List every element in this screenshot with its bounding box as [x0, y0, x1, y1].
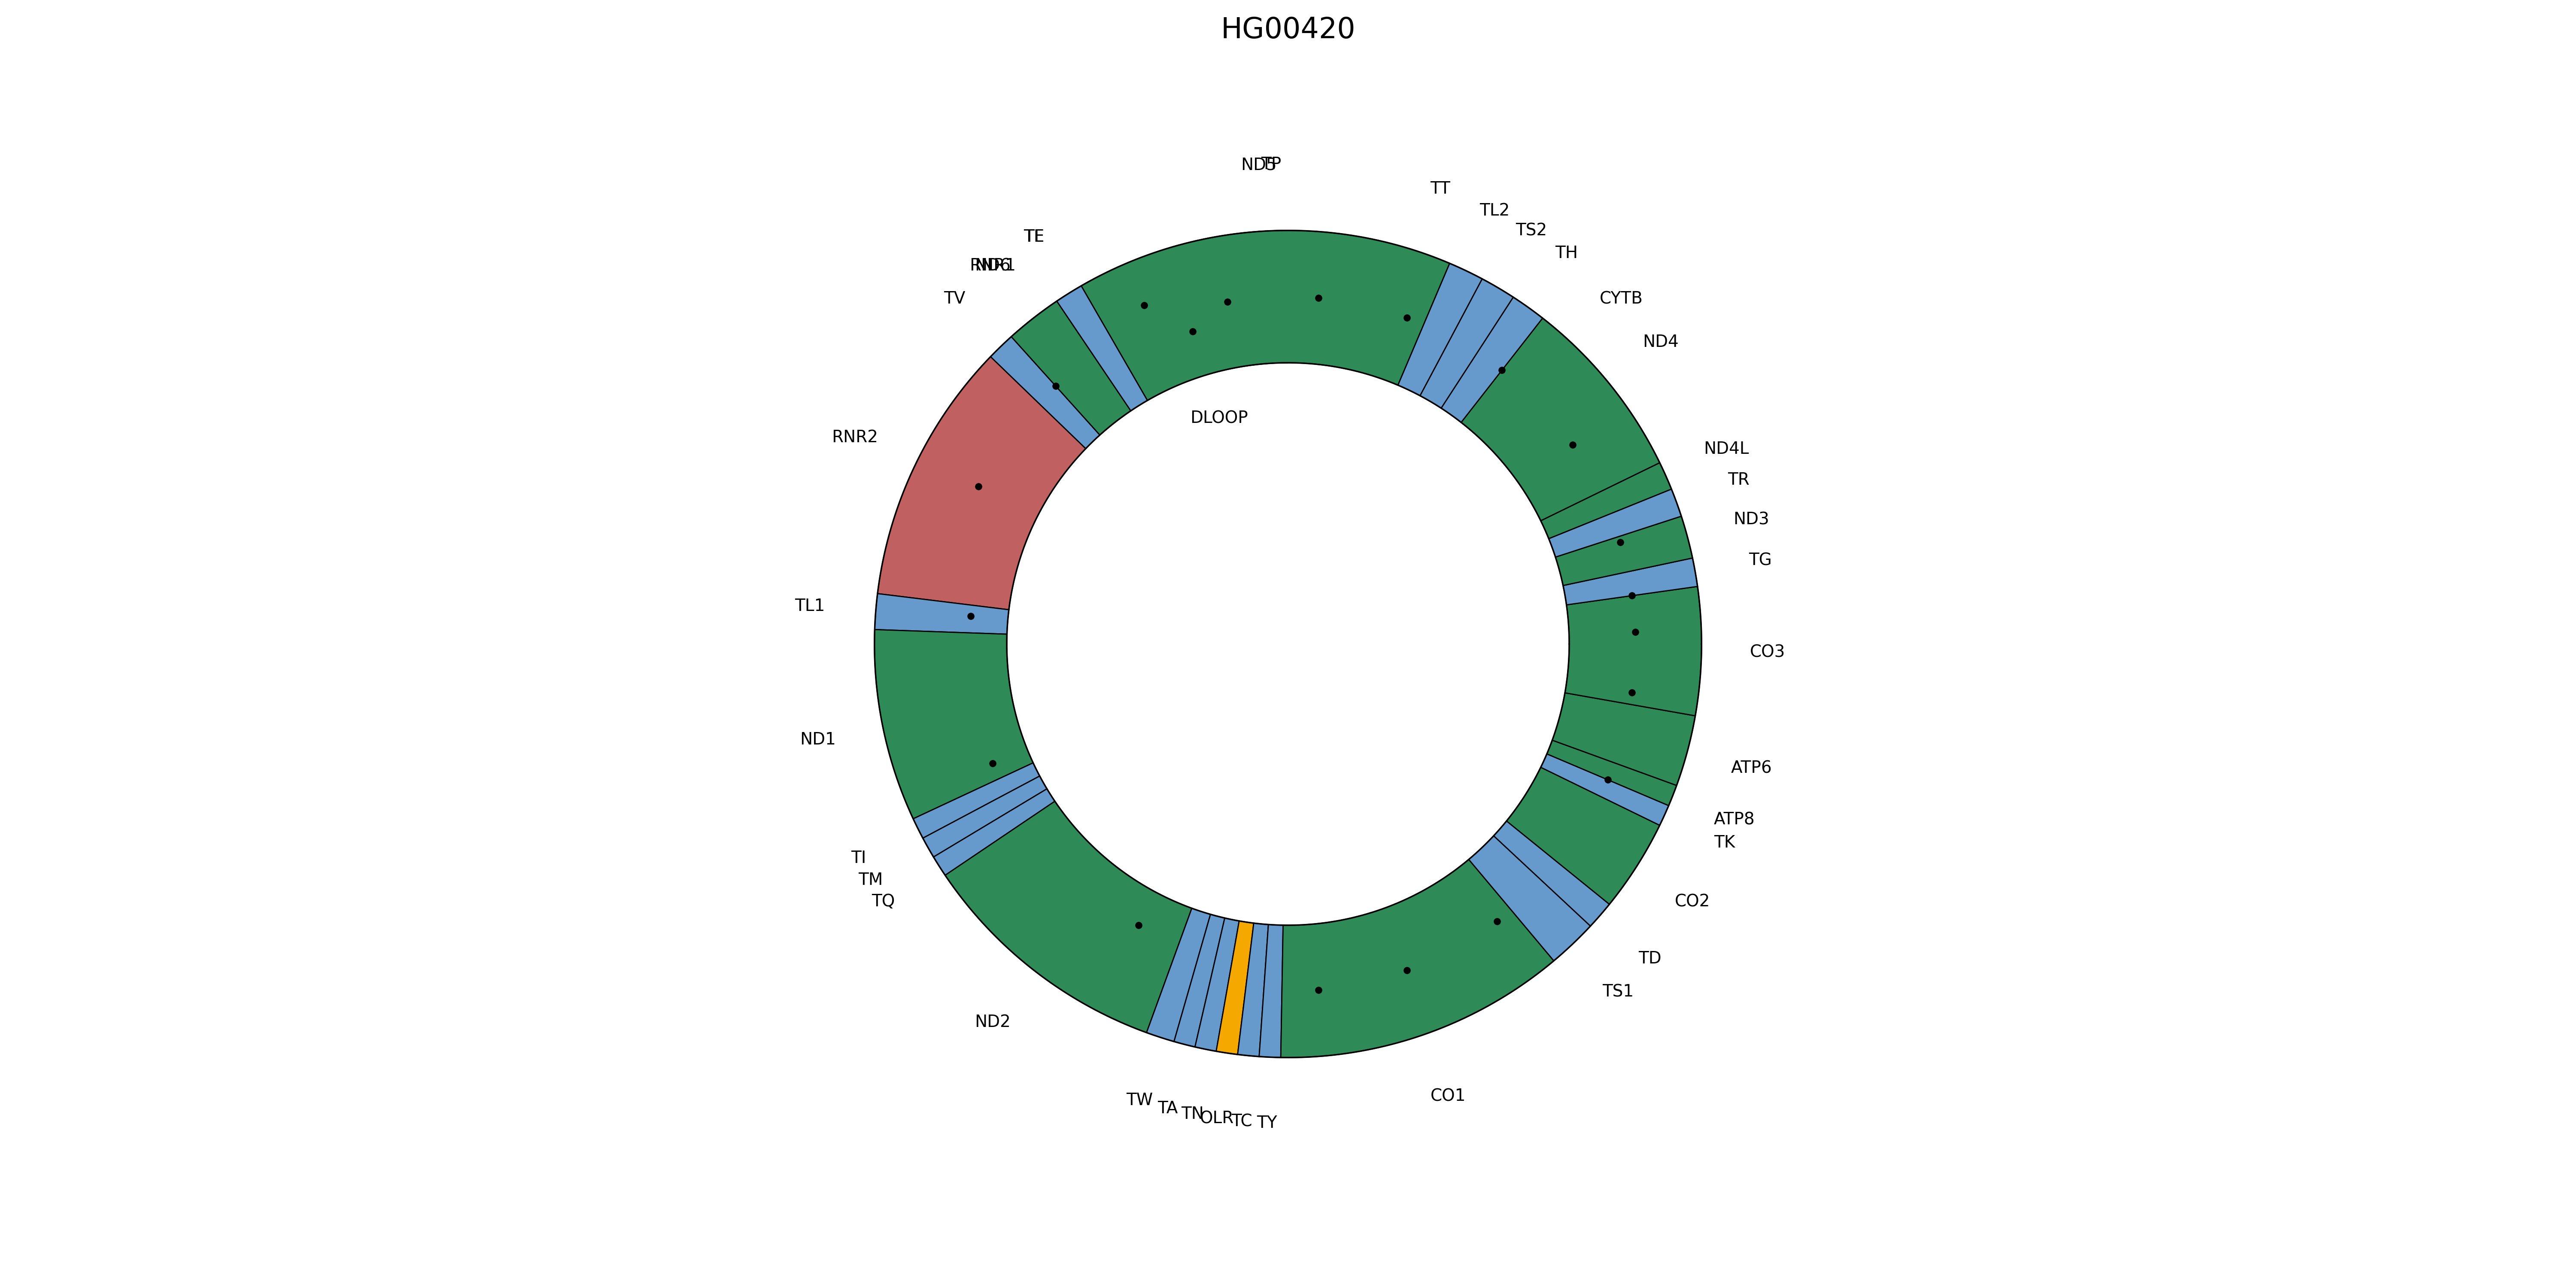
Text: TL2: TL2	[1479, 202, 1510, 219]
Text: HG00420: HG00420	[1221, 15, 1355, 44]
Wedge shape	[1507, 768, 1659, 904]
Text: TR: TR	[1728, 471, 1749, 488]
Wedge shape	[1494, 820, 1610, 926]
Wedge shape	[945, 801, 1193, 1033]
Text: TY: TY	[1257, 1115, 1278, 1131]
Wedge shape	[1082, 231, 1450, 401]
Text: TQ: TQ	[871, 894, 894, 909]
Text: TW: TW	[1126, 1092, 1154, 1109]
Text: TG: TG	[1749, 553, 1772, 569]
Text: TV: TV	[943, 291, 966, 307]
Text: TF: TF	[1023, 229, 1043, 245]
Wedge shape	[1012, 301, 1131, 435]
Text: TP: TP	[1262, 156, 1280, 173]
Wedge shape	[1546, 741, 1677, 805]
Text: ND5: ND5	[1242, 157, 1278, 174]
Text: TT: TT	[1430, 180, 1450, 197]
Wedge shape	[933, 788, 1054, 876]
Point	[1615, 622, 1656, 643]
Text: DLOOP: DLOOP	[1190, 411, 1247, 426]
Wedge shape	[1175, 914, 1224, 1047]
Point	[1172, 321, 1213, 341]
Wedge shape	[1260, 231, 1288, 363]
Text: ND1: ND1	[801, 732, 835, 748]
Text: TK: TK	[1713, 835, 1736, 851]
Wedge shape	[1540, 462, 1672, 538]
Text: TL1: TL1	[793, 598, 824, 614]
Wedge shape	[1419, 278, 1512, 408]
Point	[1587, 769, 1628, 790]
Wedge shape	[1370, 249, 1430, 380]
Text: TS2: TS2	[1515, 223, 1548, 238]
Point	[1123, 295, 1164, 316]
Wedge shape	[1383, 255, 1672, 538]
Text: TE: TE	[1023, 229, 1043, 245]
Point	[1600, 532, 1641, 553]
Wedge shape	[1440, 298, 1543, 422]
Wedge shape	[1195, 918, 1239, 1051]
Wedge shape	[1216, 921, 1255, 1055]
Wedge shape	[873, 630, 1033, 819]
Text: TD: TD	[1638, 951, 1662, 967]
Text: CO1: CO1	[1430, 1088, 1466, 1104]
Wedge shape	[1012, 301, 1131, 435]
Point	[1481, 359, 1522, 380]
Text: ND6: ND6	[974, 258, 1010, 274]
Text: ND3: ND3	[1734, 511, 1770, 528]
Text: TM: TM	[858, 872, 884, 889]
Wedge shape	[1056, 286, 1146, 411]
Wedge shape	[922, 777, 1046, 857]
Wedge shape	[878, 357, 1084, 609]
Wedge shape	[1082, 232, 1267, 401]
Wedge shape	[1564, 558, 1698, 605]
Point	[1298, 980, 1340, 1001]
Wedge shape	[1056, 286, 1146, 411]
Text: TS1: TS1	[1602, 984, 1633, 1001]
Text: ND2: ND2	[974, 1014, 1010, 1030]
Wedge shape	[1468, 836, 1589, 961]
Wedge shape	[1553, 693, 1695, 786]
Wedge shape	[992, 336, 1100, 448]
Point	[1036, 376, 1077, 397]
Point	[1386, 960, 1427, 980]
Point	[951, 605, 992, 626]
Text: OLR: OLR	[1200, 1110, 1234, 1127]
Point	[1386, 308, 1427, 328]
Wedge shape	[912, 762, 1041, 838]
Point	[1476, 911, 1517, 931]
Text: TA: TA	[1157, 1100, 1177, 1117]
Text: TH: TH	[1556, 245, 1579, 261]
Point	[1208, 291, 1249, 312]
Wedge shape	[1556, 516, 1692, 586]
Wedge shape	[1236, 923, 1267, 1056]
Point	[1613, 585, 1654, 605]
Text: RNR1: RNR1	[969, 258, 1015, 274]
Text: CO2: CO2	[1674, 894, 1710, 909]
Text: TC: TC	[1231, 1113, 1252, 1130]
Wedge shape	[1260, 925, 1283, 1057]
Wedge shape	[1399, 263, 1481, 395]
Text: ND4L: ND4L	[1703, 440, 1749, 457]
Wedge shape	[1540, 753, 1669, 826]
Point	[1613, 683, 1654, 703]
Wedge shape	[1548, 489, 1682, 558]
Text: RNR2: RNR2	[832, 429, 878, 446]
Point	[971, 753, 1012, 774]
Wedge shape	[876, 594, 1010, 634]
Wedge shape	[1461, 318, 1659, 520]
Text: CYTB: CYTB	[1600, 291, 1643, 307]
Text: ATP6: ATP6	[1731, 760, 1772, 777]
Text: ND4: ND4	[1643, 334, 1680, 350]
Text: ATP8: ATP8	[1713, 811, 1754, 828]
Wedge shape	[1280, 859, 1553, 1057]
Wedge shape	[1146, 908, 1211, 1042]
Point	[1118, 914, 1159, 935]
Text: TI: TI	[850, 850, 866, 867]
Point	[958, 477, 999, 497]
Wedge shape	[1566, 586, 1703, 716]
Text: CO3: CO3	[1749, 644, 1785, 661]
Point	[1298, 287, 1340, 308]
Point	[1551, 434, 1592, 455]
Text: TN: TN	[1180, 1106, 1203, 1122]
